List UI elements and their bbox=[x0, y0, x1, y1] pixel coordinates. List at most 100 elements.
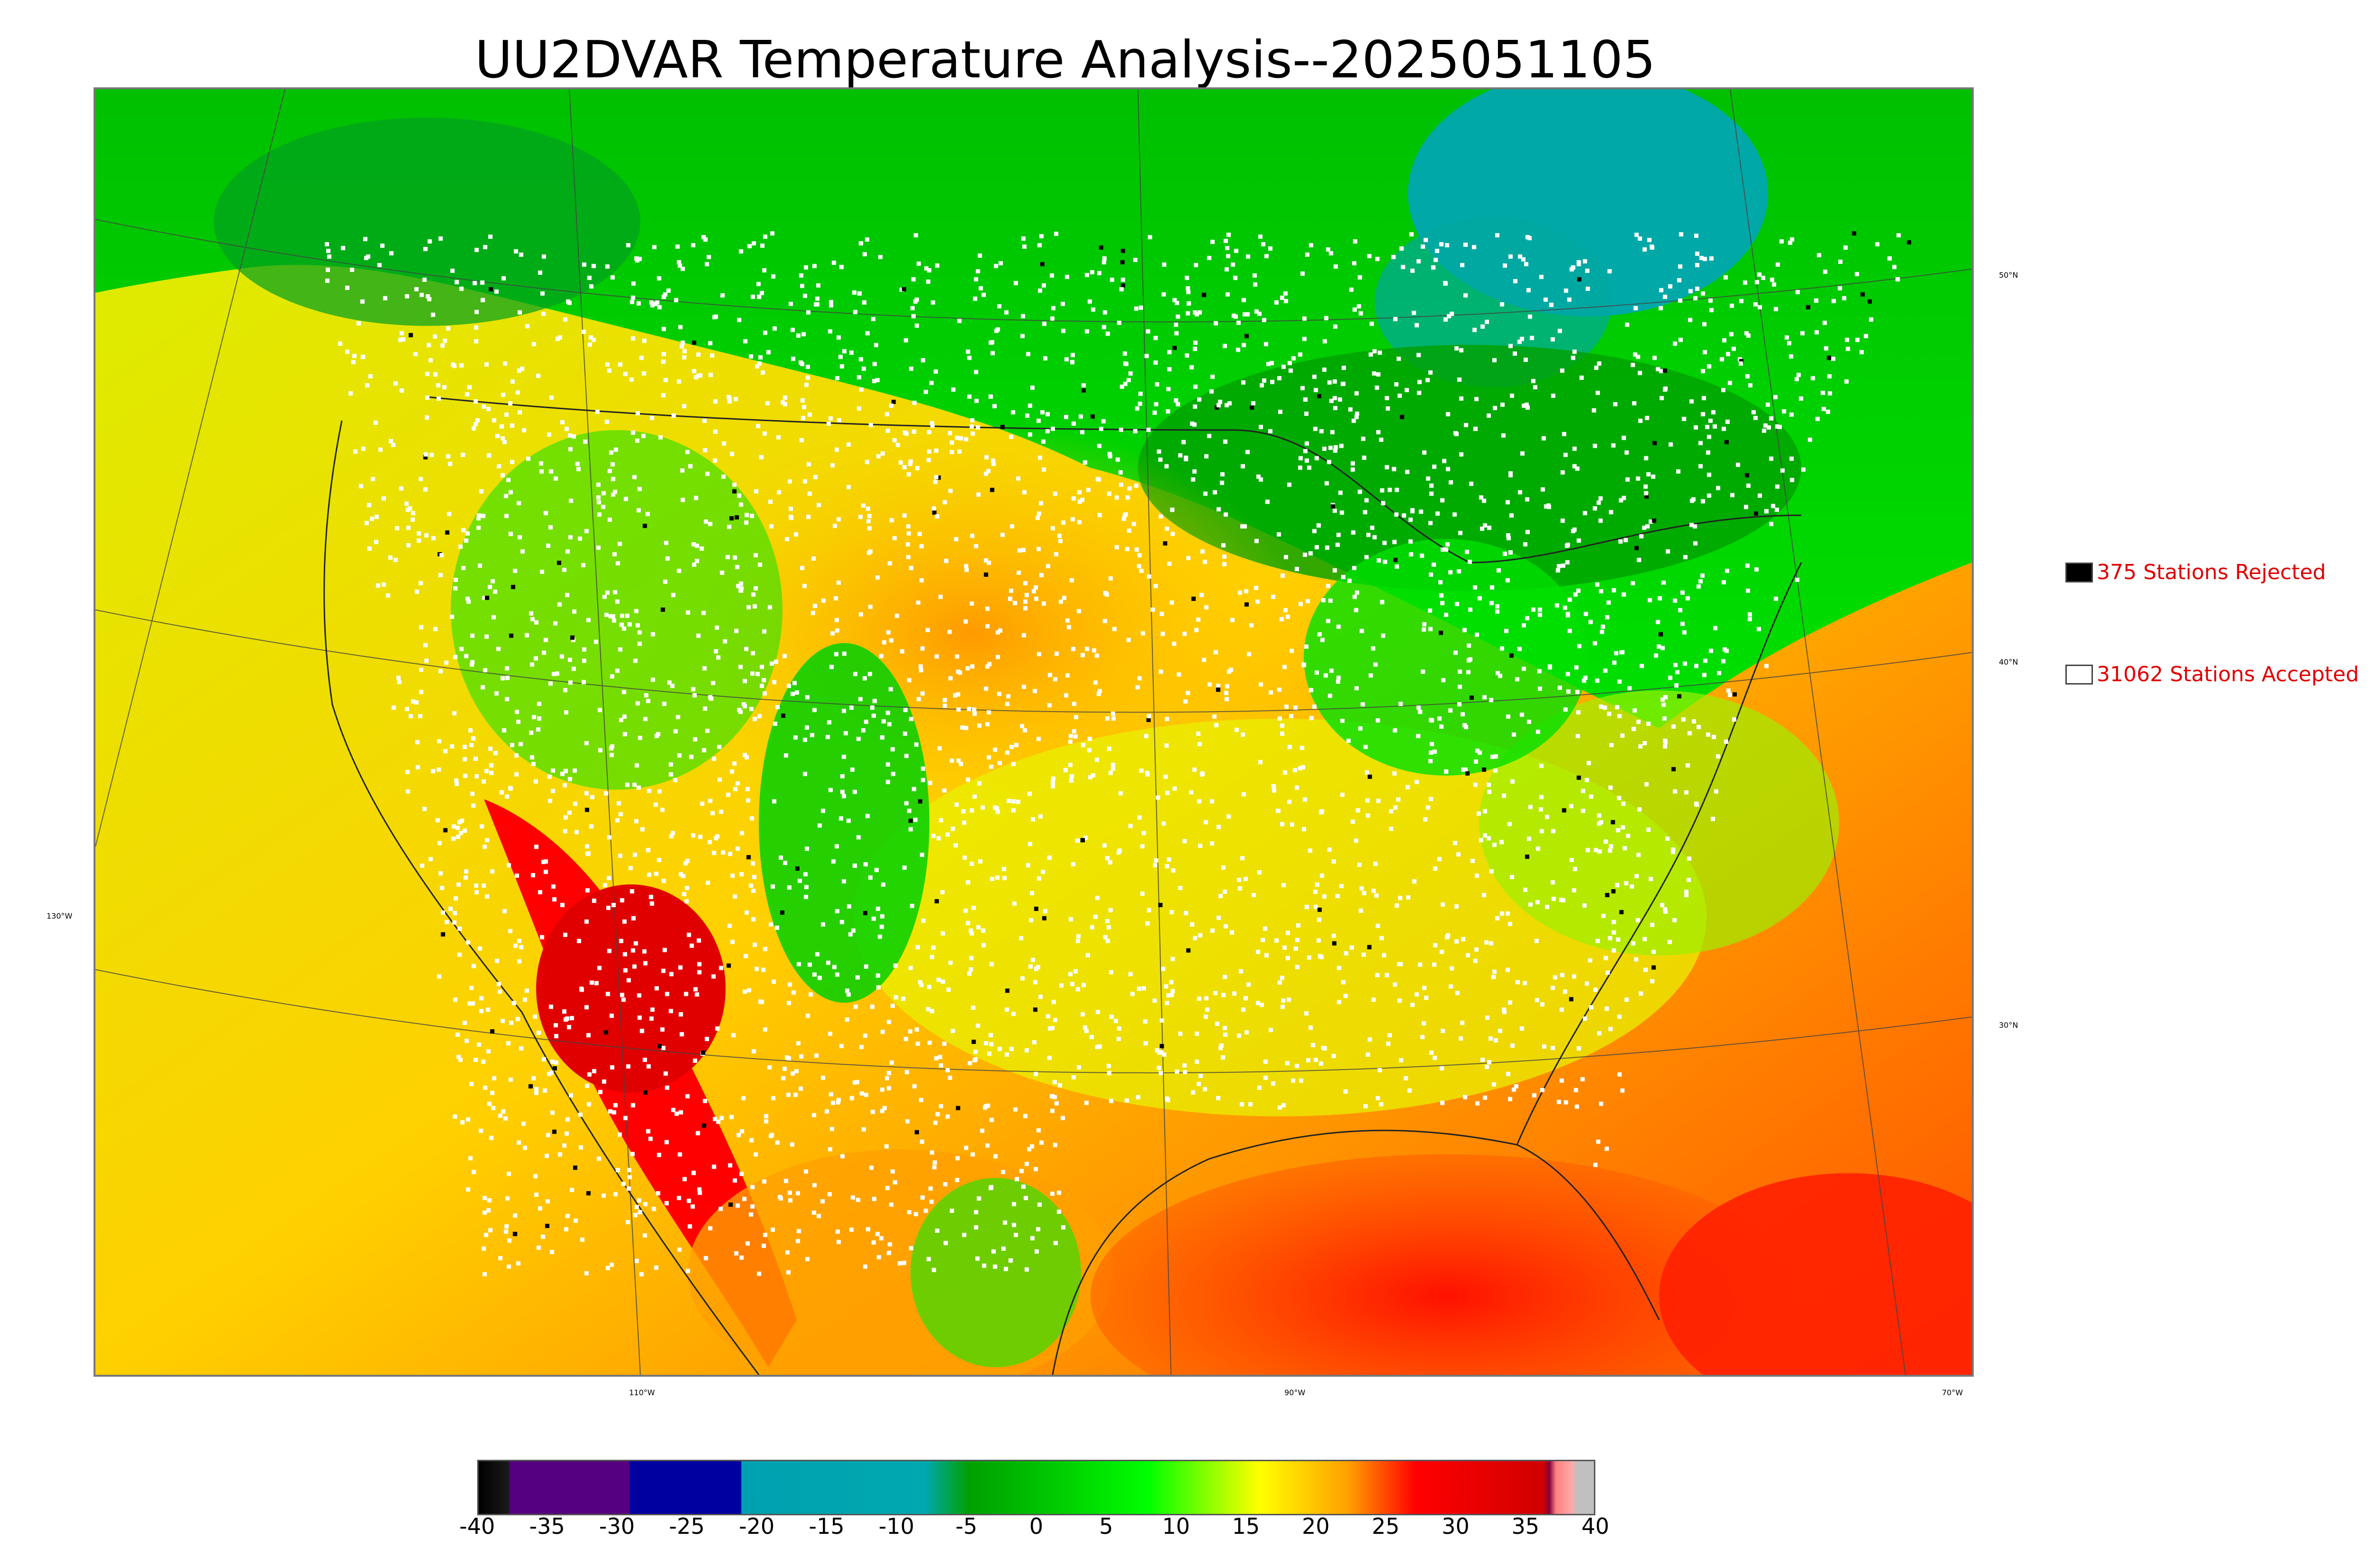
station-accepted bbox=[754, 489, 759, 494]
station-accepted bbox=[1080, 653, 1085, 657]
station-accepted bbox=[686, 1268, 690, 1273]
station-accepted bbox=[1619, 650, 1624, 655]
station-accepted bbox=[1204, 605, 1209, 610]
station-accepted bbox=[1025, 1048, 1029, 1053]
station-accepted bbox=[1137, 564, 1141, 569]
station-accepted bbox=[656, 732, 660, 736]
station-accepted bbox=[661, 327, 666, 331]
station-accepted bbox=[584, 791, 589, 796]
station-accepted bbox=[1588, 620, 1593, 624]
station-accepted bbox=[1304, 644, 1309, 649]
station-accepted bbox=[777, 490, 782, 495]
station-accepted bbox=[1689, 399, 1694, 404]
station-accepted bbox=[1052, 1095, 1057, 1099]
station-accepted bbox=[1675, 670, 1680, 675]
station-accepted bbox=[889, 404, 894, 408]
station-accepted bbox=[857, 406, 861, 411]
station-accepted bbox=[972, 707, 977, 712]
station-accepted bbox=[1472, 328, 1477, 332]
station-accepted bbox=[1442, 459, 1447, 463]
station-accepted bbox=[759, 455, 764, 460]
station-accepted bbox=[976, 1023, 980, 1028]
legend-rejected: 375 Stations Rejected bbox=[2065, 560, 2326, 584]
station-accepted bbox=[1051, 306, 1055, 310]
station-accepted bbox=[886, 630, 891, 635]
station-accepted bbox=[1023, 606, 1028, 610]
station-accepted bbox=[682, 1177, 687, 1182]
station-accepted bbox=[1322, 339, 1327, 344]
station-accepted bbox=[1254, 585, 1259, 590]
station-accepted bbox=[970, 664, 975, 669]
station-accepted bbox=[1261, 242, 1266, 247]
station-accepted bbox=[703, 1099, 707, 1103]
station-accepted bbox=[1225, 403, 1229, 408]
station-accepted bbox=[1459, 396, 1464, 401]
station-accepted bbox=[1174, 322, 1178, 327]
station-accepted bbox=[1243, 312, 1247, 317]
station-accepted bbox=[1374, 893, 1379, 898]
station-accepted bbox=[1012, 1202, 1017, 1207]
station-accepted bbox=[477, 513, 481, 518]
station-rejected bbox=[1163, 541, 1168, 546]
station-accepted bbox=[993, 1154, 998, 1159]
station-accepted bbox=[1549, 302, 1554, 307]
temperature-map[interactable] bbox=[94, 87, 1974, 1377]
station-accepted bbox=[1537, 607, 1542, 612]
station-accepted bbox=[1189, 365, 1194, 370]
station-accepted bbox=[1753, 302, 1758, 307]
station-accepted bbox=[1375, 973, 1380, 977]
station-accepted bbox=[1470, 859, 1475, 864]
station-accepted bbox=[610, 462, 615, 467]
station-accepted bbox=[465, 531, 470, 536]
station-accepted bbox=[685, 859, 690, 864]
station-accepted bbox=[1258, 235, 1263, 239]
station-accepted bbox=[1230, 930, 1234, 935]
station-accepted bbox=[1399, 246, 1404, 251]
station-accepted bbox=[754, 967, 759, 971]
station-accepted bbox=[520, 549, 525, 554]
station-accepted bbox=[456, 1054, 461, 1059]
station-accepted bbox=[1634, 874, 1639, 879]
station-accepted bbox=[1091, 307, 1095, 312]
station-accepted bbox=[914, 323, 919, 328]
station-accepted bbox=[414, 287, 419, 291]
station-accepted bbox=[525, 988, 529, 993]
station-accepted bbox=[1645, 524, 1650, 529]
station-accepted bbox=[1467, 643, 1471, 648]
station-accepted bbox=[830, 1100, 835, 1105]
station-accepted bbox=[805, 365, 810, 369]
station-rejected bbox=[1619, 910, 1624, 914]
station-accepted bbox=[1661, 580, 1666, 585]
station-accepted bbox=[1045, 429, 1050, 433]
station-accepted bbox=[373, 420, 378, 425]
lon-label-70w: 70°W bbox=[1942, 1388, 1963, 1397]
station-accepted bbox=[1096, 692, 1101, 696]
station-accepted bbox=[1747, 617, 1752, 621]
station-accepted bbox=[720, 571, 725, 575]
station-accepted bbox=[1661, 703, 1666, 707]
station-accepted bbox=[1572, 974, 1576, 979]
station-accepted bbox=[1218, 893, 1223, 898]
station-accepted bbox=[493, 589, 498, 594]
station-accepted bbox=[1304, 904, 1309, 909]
station-accepted bbox=[636, 508, 641, 513]
station-accepted bbox=[1509, 875, 1514, 880]
station-accepted bbox=[612, 552, 617, 557]
station-accepted bbox=[419, 690, 424, 695]
station-accepted bbox=[1577, 644, 1582, 648]
station-accepted bbox=[1186, 691, 1190, 695]
station-accepted bbox=[1221, 993, 1226, 997]
station-accepted bbox=[758, 563, 763, 567]
station-accepted bbox=[611, 902, 616, 907]
station-accepted bbox=[571, 638, 575, 642]
colorbar-tick-6: -10 bbox=[878, 1513, 914, 1539]
station-accepted bbox=[539, 461, 544, 466]
station-rejected bbox=[692, 340, 697, 345]
station-accepted bbox=[446, 326, 451, 331]
station-accepted bbox=[579, 987, 584, 992]
station-accepted bbox=[811, 1113, 816, 1117]
station-accepted bbox=[479, 996, 484, 1001]
station-accepted bbox=[1598, 496, 1603, 501]
station-accepted bbox=[1077, 490, 1082, 495]
station-accepted bbox=[1357, 489, 1362, 494]
